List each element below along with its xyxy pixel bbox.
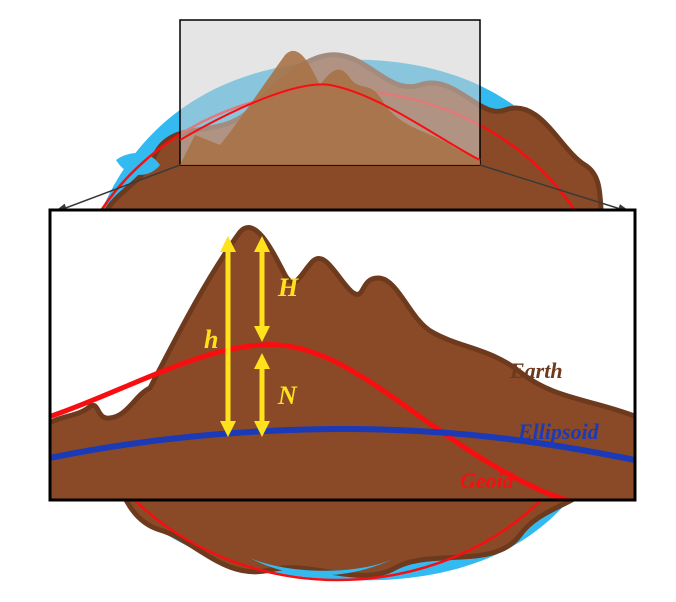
- label-earth: Earth: [509, 358, 563, 383]
- label-ellipsoid: Ellipsoid: [517, 419, 600, 444]
- label-geoid: Geoid: [460, 468, 515, 493]
- diagram-canvas: h H N Earth Ellipsoid Geoid: [0, 0, 676, 602]
- label-N: N: [277, 381, 298, 410]
- label-h: h: [204, 325, 218, 354]
- inset-thumb: [180, 20, 480, 165]
- label-H: H: [277, 273, 299, 302]
